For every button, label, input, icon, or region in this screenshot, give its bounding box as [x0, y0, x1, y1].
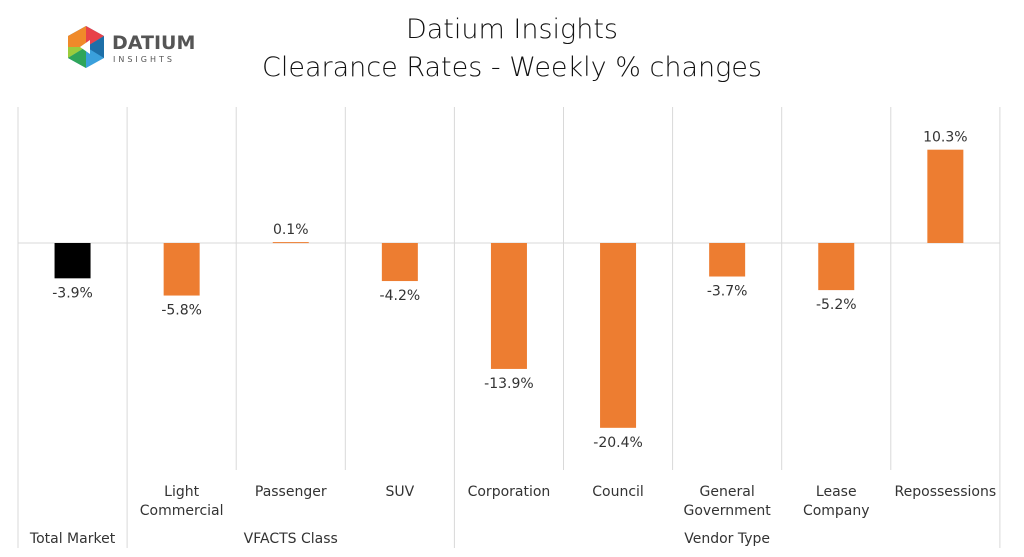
- category-label: SUV: [385, 484, 414, 500]
- bar-light-commercial: [163, 243, 200, 296]
- bar-council: [600, 243, 637, 428]
- data-label: -20.4%: [593, 435, 643, 451]
- chart-title: Datium Insights: [405, 14, 619, 45]
- data-label: -13.9%: [484, 376, 534, 392]
- data-label: -5.8%: [161, 303, 202, 319]
- bar-corporation: [490, 243, 527, 369]
- data-label: -3.9%: [52, 285, 93, 301]
- category-label: General: [700, 484, 755, 500]
- chart-subtitle: Clearance Rates - Weekly % changes: [262, 52, 762, 83]
- bar-passenger: [272, 242, 309, 244]
- bar-general-government: [709, 243, 746, 277]
- category-label: Commercial: [140, 503, 224, 519]
- group-label: Total Market: [29, 531, 116, 547]
- category-label: Lease: [816, 484, 857, 500]
- data-label: 10.3%: [923, 130, 967, 146]
- category-label: Council: [592, 484, 644, 500]
- bar-total-market: [54, 243, 91, 279]
- data-label: 0.1%: [273, 222, 309, 238]
- data-label: -4.2%: [380, 288, 421, 304]
- data-label: -5.2%: [816, 297, 857, 313]
- category-label: Government: [683, 503, 771, 519]
- group-label: Vendor Type: [684, 531, 770, 547]
- bar-lease-company: [818, 243, 855, 291]
- bar-repossessions: [927, 149, 964, 243]
- bar-suv: [381, 243, 418, 282]
- category-label: Corporation: [468, 484, 551, 500]
- category-label: Passenger: [255, 484, 327, 500]
- svg-text:DATIUM: DATIUM: [112, 32, 195, 54]
- category-label: Light: [164, 484, 199, 500]
- category-label: Repossessions: [895, 484, 997, 500]
- svg-text:INSIGHTS: INSIGHTS: [113, 55, 175, 64]
- data-label: -3.7%: [707, 284, 748, 300]
- datium-logo: DATIUM INSIGHTS: [68, 26, 195, 68]
- group-label: VFACTS Class: [244, 531, 338, 547]
- category-label: Company: [803, 503, 870, 519]
